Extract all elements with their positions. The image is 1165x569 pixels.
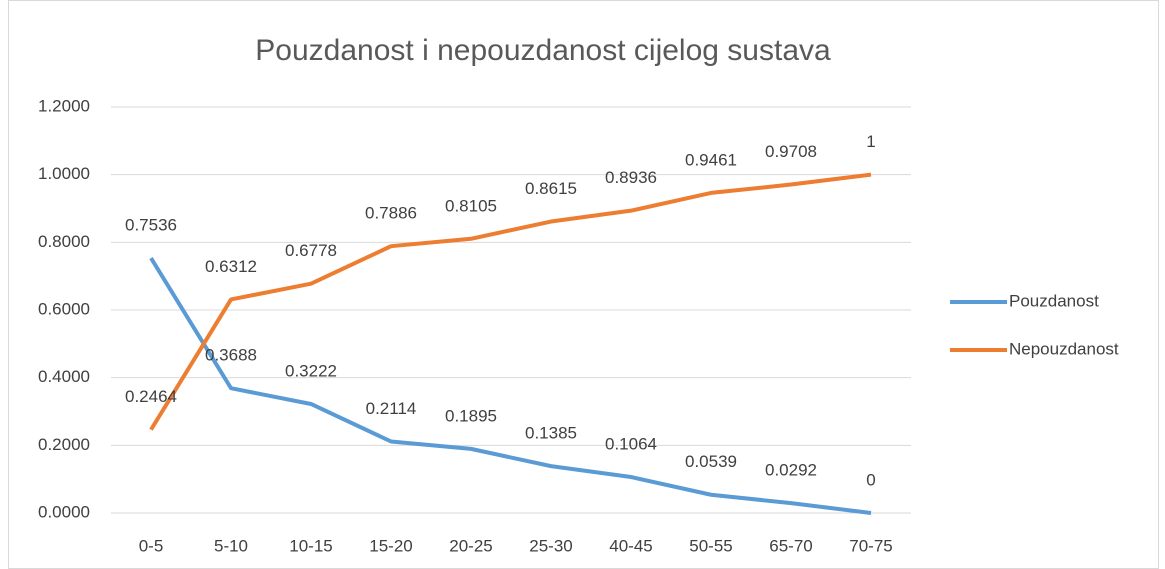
data-label: 0	[866, 470, 875, 489]
x-tick-label: 20-25	[449, 536, 492, 555]
y-tick-label: 0.6000	[38, 299, 90, 318]
y-tick-label: 0.4000	[38, 367, 90, 386]
data-label: 0.8615	[525, 179, 577, 198]
data-label: 0.7536	[125, 216, 177, 235]
chart-title: Pouzdanost i nepouzdanost cijelog sustav…	[255, 34, 831, 67]
x-tick-label: 65-70	[769, 536, 812, 555]
data-label: 0.3688	[205, 346, 257, 365]
y-tick-label: 1.0000	[38, 164, 90, 183]
y-tick-label: 0.2000	[38, 435, 90, 454]
legend-label: Nepouzdanost	[1009, 339, 1119, 358]
series-line	[149, 172, 872, 431]
legend-label: Pouzdanost	[1009, 291, 1099, 310]
data-label: 0.9708	[765, 142, 817, 161]
data-label: 0.6312	[205, 257, 257, 276]
data-label: 0.6778	[285, 241, 337, 260]
data-label: 0.1385	[525, 424, 577, 443]
x-tick-label: 25-30	[529, 536, 572, 555]
data-label: 0.1895	[445, 406, 497, 425]
x-tick-label: 70-75	[849, 536, 892, 555]
data-label: 0.2464	[125, 387, 177, 406]
data-label: 0.3222	[285, 361, 337, 380]
y-tick-label: 1.2000	[38, 96, 90, 115]
x-tick-label: 40-45	[609, 536, 652, 555]
x-tick-label: 10-15	[289, 536, 332, 555]
y-tick-label: 0.8000	[38, 232, 90, 251]
chart-frame	[8, 0, 1159, 569]
data-label: 0.9461	[685, 150, 737, 169]
x-tick-label: 5-10	[214, 536, 248, 555]
x-tick-label: 50-55	[689, 536, 732, 555]
data-label: 0.2114	[366, 399, 417, 418]
x-tick-label: 0-5	[139, 536, 164, 555]
data-label: 0.8936	[605, 168, 657, 187]
data-label: 0.0539	[685, 452, 737, 471]
data-label: 1	[866, 132, 875, 151]
x-tick-label: 15-20	[369, 536, 412, 555]
y-tick-label: 0.0000	[38, 502, 90, 521]
data-label: 0.8105	[445, 196, 497, 215]
series-line	[149, 256, 872, 515]
data-label: 0.1064	[605, 434, 657, 453]
data-label: 0.7886	[365, 204, 417, 223]
data-label: 0.0292	[765, 461, 817, 480]
